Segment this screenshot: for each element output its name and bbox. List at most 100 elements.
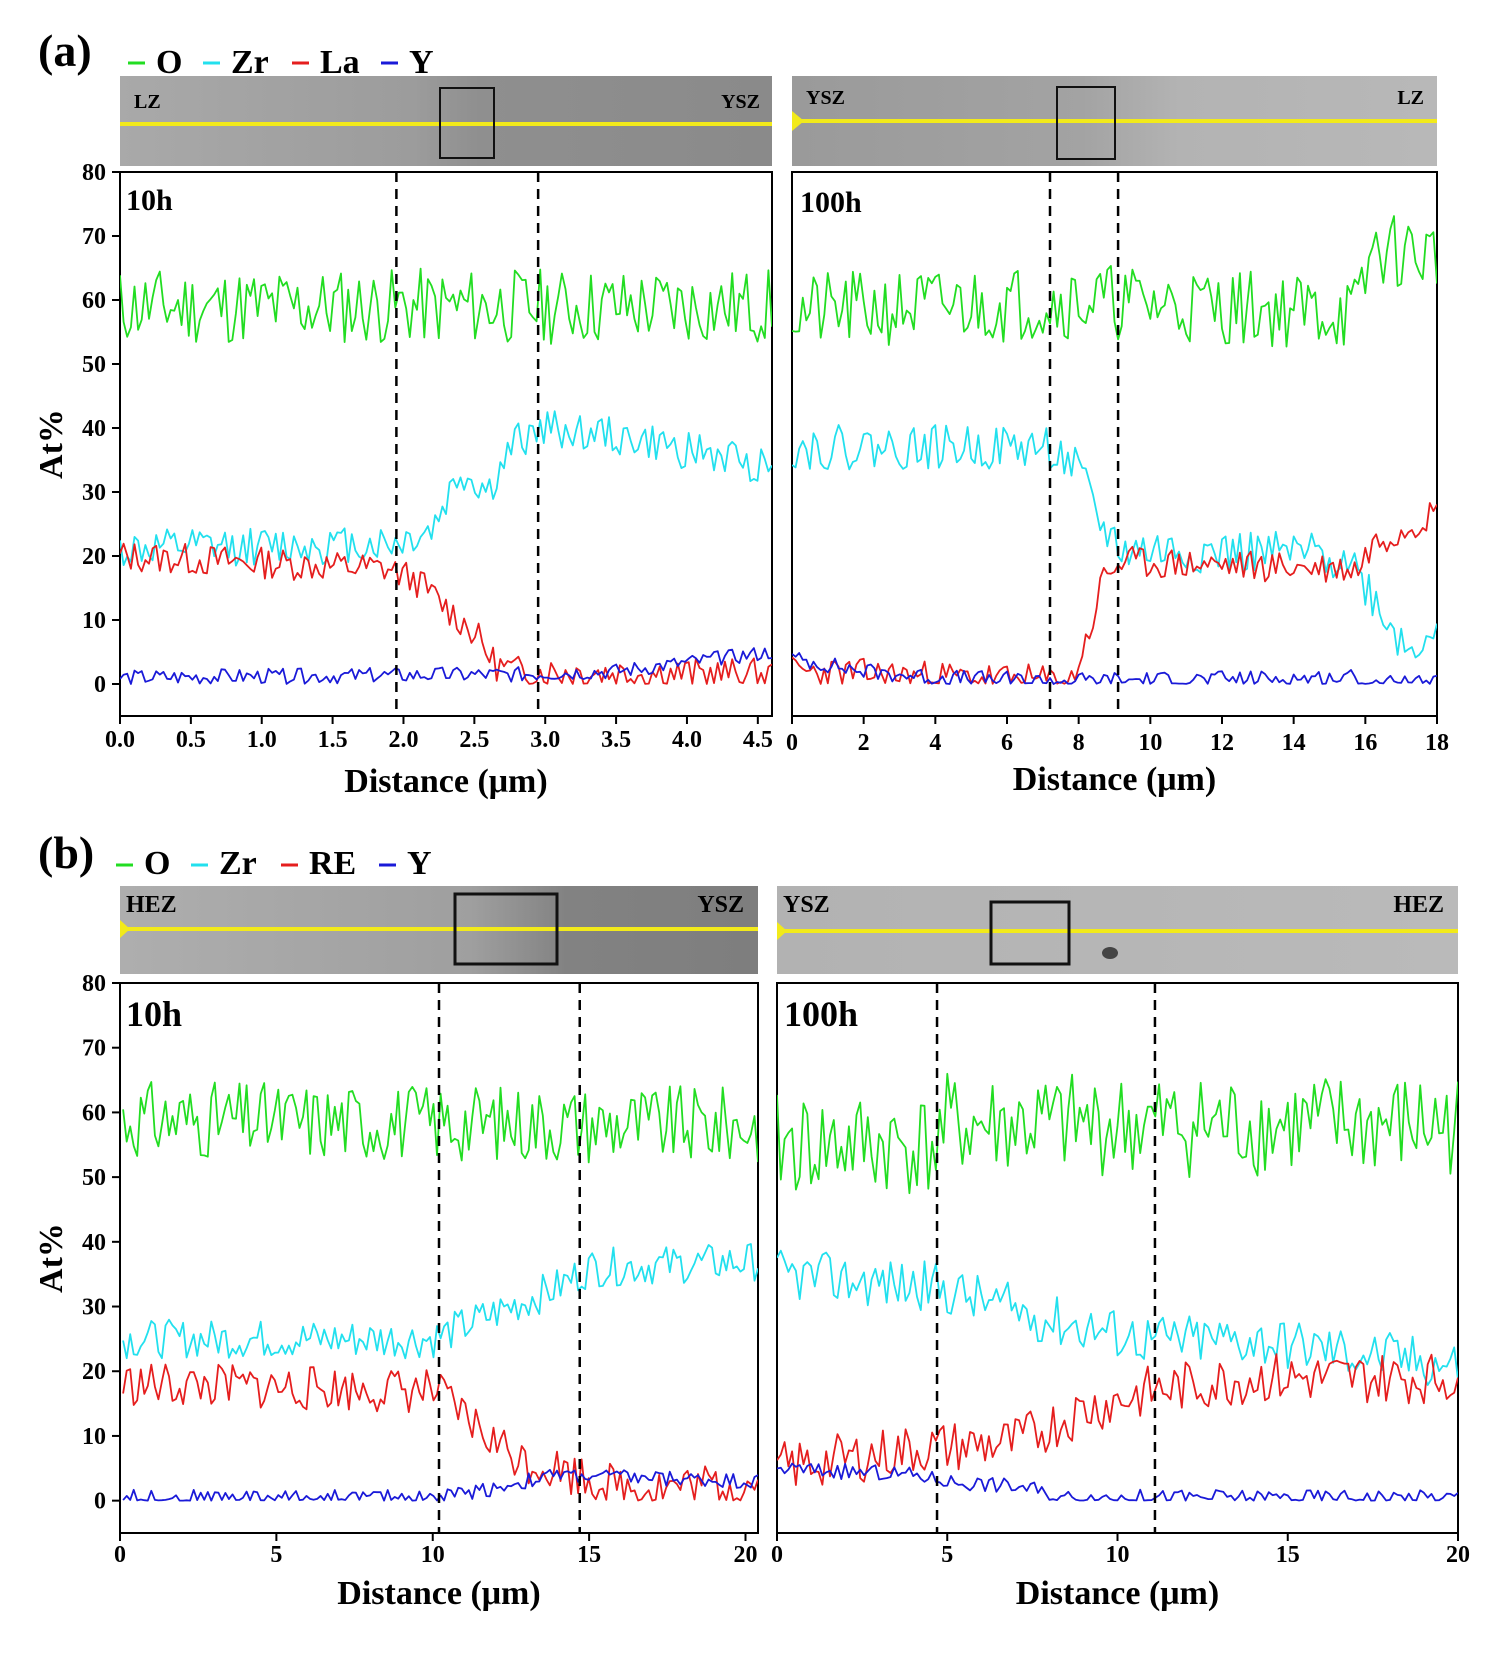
series-line-y <box>120 647 772 685</box>
chart-b-100h: 0 5 10 15 20 Distance (μm) 100h <box>771 982 1470 1612</box>
y-tick-label: 10 <box>82 608 106 634</box>
series-line-zr <box>792 424 1437 659</box>
y-tick-label: 60 <box>82 1100 106 1126</box>
y-tick-label: 50 <box>82 1165 106 1191</box>
legend-b: O Zr RE Y <box>116 845 432 882</box>
series-line-o <box>122 1081 758 1164</box>
y-tick-label: 70 <box>82 1036 106 1062</box>
y-tick-label: 40 <box>82 416 106 442</box>
y-tick-label: 0 <box>94 1489 106 1515</box>
x-tick-label: 1.5 <box>318 727 348 753</box>
y-tick-label: 20 <box>82 544 106 570</box>
time-annotation: 10h <box>126 994 182 1034</box>
series-line-o <box>792 215 1437 348</box>
x-tick-label: 2.5 <box>459 727 489 753</box>
legend-b-label-2: RE <box>309 845 356 882</box>
x-tick-label: 6 <box>1001 730 1013 756</box>
time-annotation: 100h <box>800 186 862 219</box>
image-label-left: LZ <box>134 91 161 113</box>
series-line-la <box>120 542 772 685</box>
legend-a: O Zr La Y <box>128 44 434 81</box>
roi-box <box>439 87 495 159</box>
y-tick-label: 20 <box>82 1359 106 1385</box>
series-line-o <box>120 267 772 345</box>
image-label-right: YSZ <box>697 892 744 918</box>
legend-a-label-0: O <box>156 44 182 81</box>
x-tick-label: 14 <box>1282 730 1306 756</box>
image-label-left: YSZ <box>806 87 845 109</box>
x-tick-label: 15 <box>1276 1542 1300 1568</box>
time-annotation: 100h <box>784 994 858 1034</box>
x-tick-label: 1.0 <box>247 727 277 753</box>
series-line-re <box>122 1363 758 1502</box>
x-axis-title: Distance (μm) <box>1013 761 1216 798</box>
x-tick-label: 4 <box>929 730 941 756</box>
series-line-re <box>777 1353 1458 1486</box>
series-group <box>120 267 772 685</box>
x-tick-label: 16 <box>1353 730 1377 756</box>
x-tick-label: 5 <box>941 1542 953 1568</box>
x-axis-title: Distance (μm) <box>344 763 547 800</box>
series-group <box>122 1081 758 1502</box>
sem-image-b-100h: YSZ HEZ <box>777 886 1458 974</box>
chart-b-10h: 0 5 10 15 20 0 10 20 30 40 50 60 70 80 Distance (μm) At… <box>33 971 759 1612</box>
series-line-zr <box>777 1249 1458 1386</box>
y-tick-label: 80 <box>82 971 106 997</box>
sem-image-a-100h: YSZ LZ <box>792 76 1437 166</box>
legend-a-label-2: La <box>320 44 360 81</box>
x-tick-label: 18 <box>1425 730 1449 756</box>
legend-a-label-1: Zr <box>231 44 269 81</box>
x-tick-label: 10 <box>1106 1542 1130 1568</box>
image-label-left: HEZ <box>126 892 177 918</box>
plot-frame <box>776 982 1459 1534</box>
sem-image-a-10h: LZ YSZ <box>120 76 772 166</box>
roi-box <box>1056 86 1116 160</box>
image-label-right: LZ <box>1397 87 1424 109</box>
legend-b-label-1: Zr <box>219 845 257 882</box>
sem-feature <box>1102 947 1118 959</box>
y-tick-label: 80 <box>82 160 106 186</box>
y-tick-label: 70 <box>82 224 106 250</box>
y-tick-label: 50 <box>82 352 106 378</box>
x-tick-label: 20 <box>733 1542 757 1568</box>
x-tick-label: 20 <box>1446 1542 1470 1568</box>
series-line-o <box>777 1072 1458 1195</box>
x-axis-title: Distance (μm) <box>337 1575 540 1612</box>
y-axis-title: At% <box>33 1223 70 1293</box>
x-tick-label: 2 <box>858 730 870 756</box>
sem-image-b-10h: HEZ YSZ <box>120 886 758 974</box>
x-tick-label: 0.5 <box>176 727 206 753</box>
legend-b-label-3: Y <box>407 845 432 882</box>
series-line-y <box>777 1462 1458 1502</box>
x-tick-label: 3.0 <box>530 727 560 753</box>
y-tick-label: 60 <box>82 288 106 314</box>
series-line-zr <box>120 410 772 567</box>
x-tick-label: 4.0 <box>672 727 702 753</box>
image-label-right: HEZ <box>1393 892 1444 918</box>
x-tick-label: 0 <box>786 730 798 756</box>
x-tick-label: 12 <box>1210 730 1234 756</box>
plot-frame <box>791 171 1438 717</box>
x-tick-label: 15 <box>577 1542 601 1568</box>
series-line-y <box>792 652 1437 685</box>
series-line-la <box>792 502 1437 685</box>
x-tick-label: 0 <box>114 1542 126 1568</box>
y-tick-label: 0 <box>94 672 106 698</box>
series-line-y <box>122 1468 758 1502</box>
roi-box <box>989 900 1071 966</box>
x-tick-label: 4.5 <box>743 727 773 753</box>
legend-a-label-3: Y <box>409 44 434 81</box>
x-axis-title: Distance (μm) <box>1016 1575 1219 1612</box>
y-tick-label: 30 <box>82 1295 106 1321</box>
x-tick-label: 0.0 <box>105 727 135 753</box>
chart-a-10h: 0.0 0.5 1.0 1.5 2.0 2.5 3.0 3.5 4.0 4.5 0 10 20 30 40 5… <box>33 160 773 800</box>
y-axis-title: At% <box>33 409 70 479</box>
y-tick-label: 40 <box>82 1230 106 1256</box>
x-tick-label: 10 <box>1138 730 1162 756</box>
x-tick-label: 3.5 <box>601 727 631 753</box>
roi-box <box>453 892 559 966</box>
x-tick-label: 5 <box>270 1542 282 1568</box>
y-tick-label: 30 <box>82 480 106 506</box>
series-line-zr <box>122 1243 758 1360</box>
